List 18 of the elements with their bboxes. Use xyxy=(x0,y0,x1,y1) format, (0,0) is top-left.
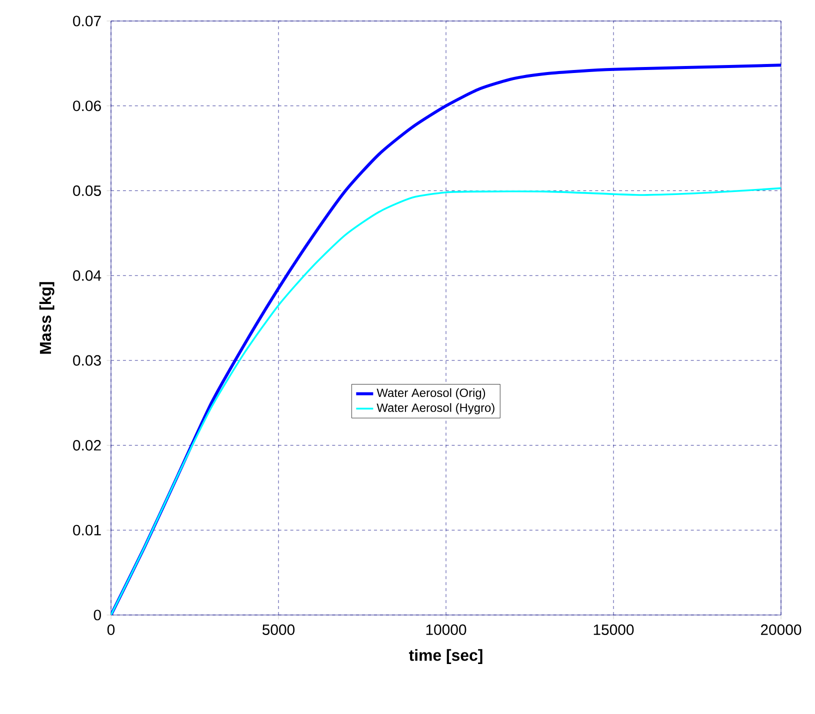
x-tick-label: 15000 xyxy=(594,624,634,636)
x-tick-label: 0 xyxy=(107,624,115,636)
x-axis-title: time [sec] xyxy=(408,649,482,664)
y-tick-label: 0.01 xyxy=(73,524,101,536)
y-tick-label: 0.05 xyxy=(73,185,101,196)
x-tick-label: 10000 xyxy=(426,624,466,636)
line-series xyxy=(111,187,782,615)
legend-label: Water Aerosol (Hygro) xyxy=(376,403,494,414)
y-tick-label: 0.04 xyxy=(73,270,102,281)
legend-label: Water Aerosol (Orig) xyxy=(376,388,486,400)
y-tick-label: 0.06 xyxy=(73,100,101,112)
x-tick-label: 20000 xyxy=(760,624,802,636)
y-tick-label: 0.02 xyxy=(73,440,101,451)
y-axis-title: Mass [kg] xyxy=(39,282,54,354)
y-tick-label: 0.03 xyxy=(73,355,101,366)
x-tick-label: 5000 xyxy=(262,624,295,636)
y-tick-label: 0 xyxy=(94,610,101,620)
y-tick-label: 0.07 xyxy=(73,16,101,26)
